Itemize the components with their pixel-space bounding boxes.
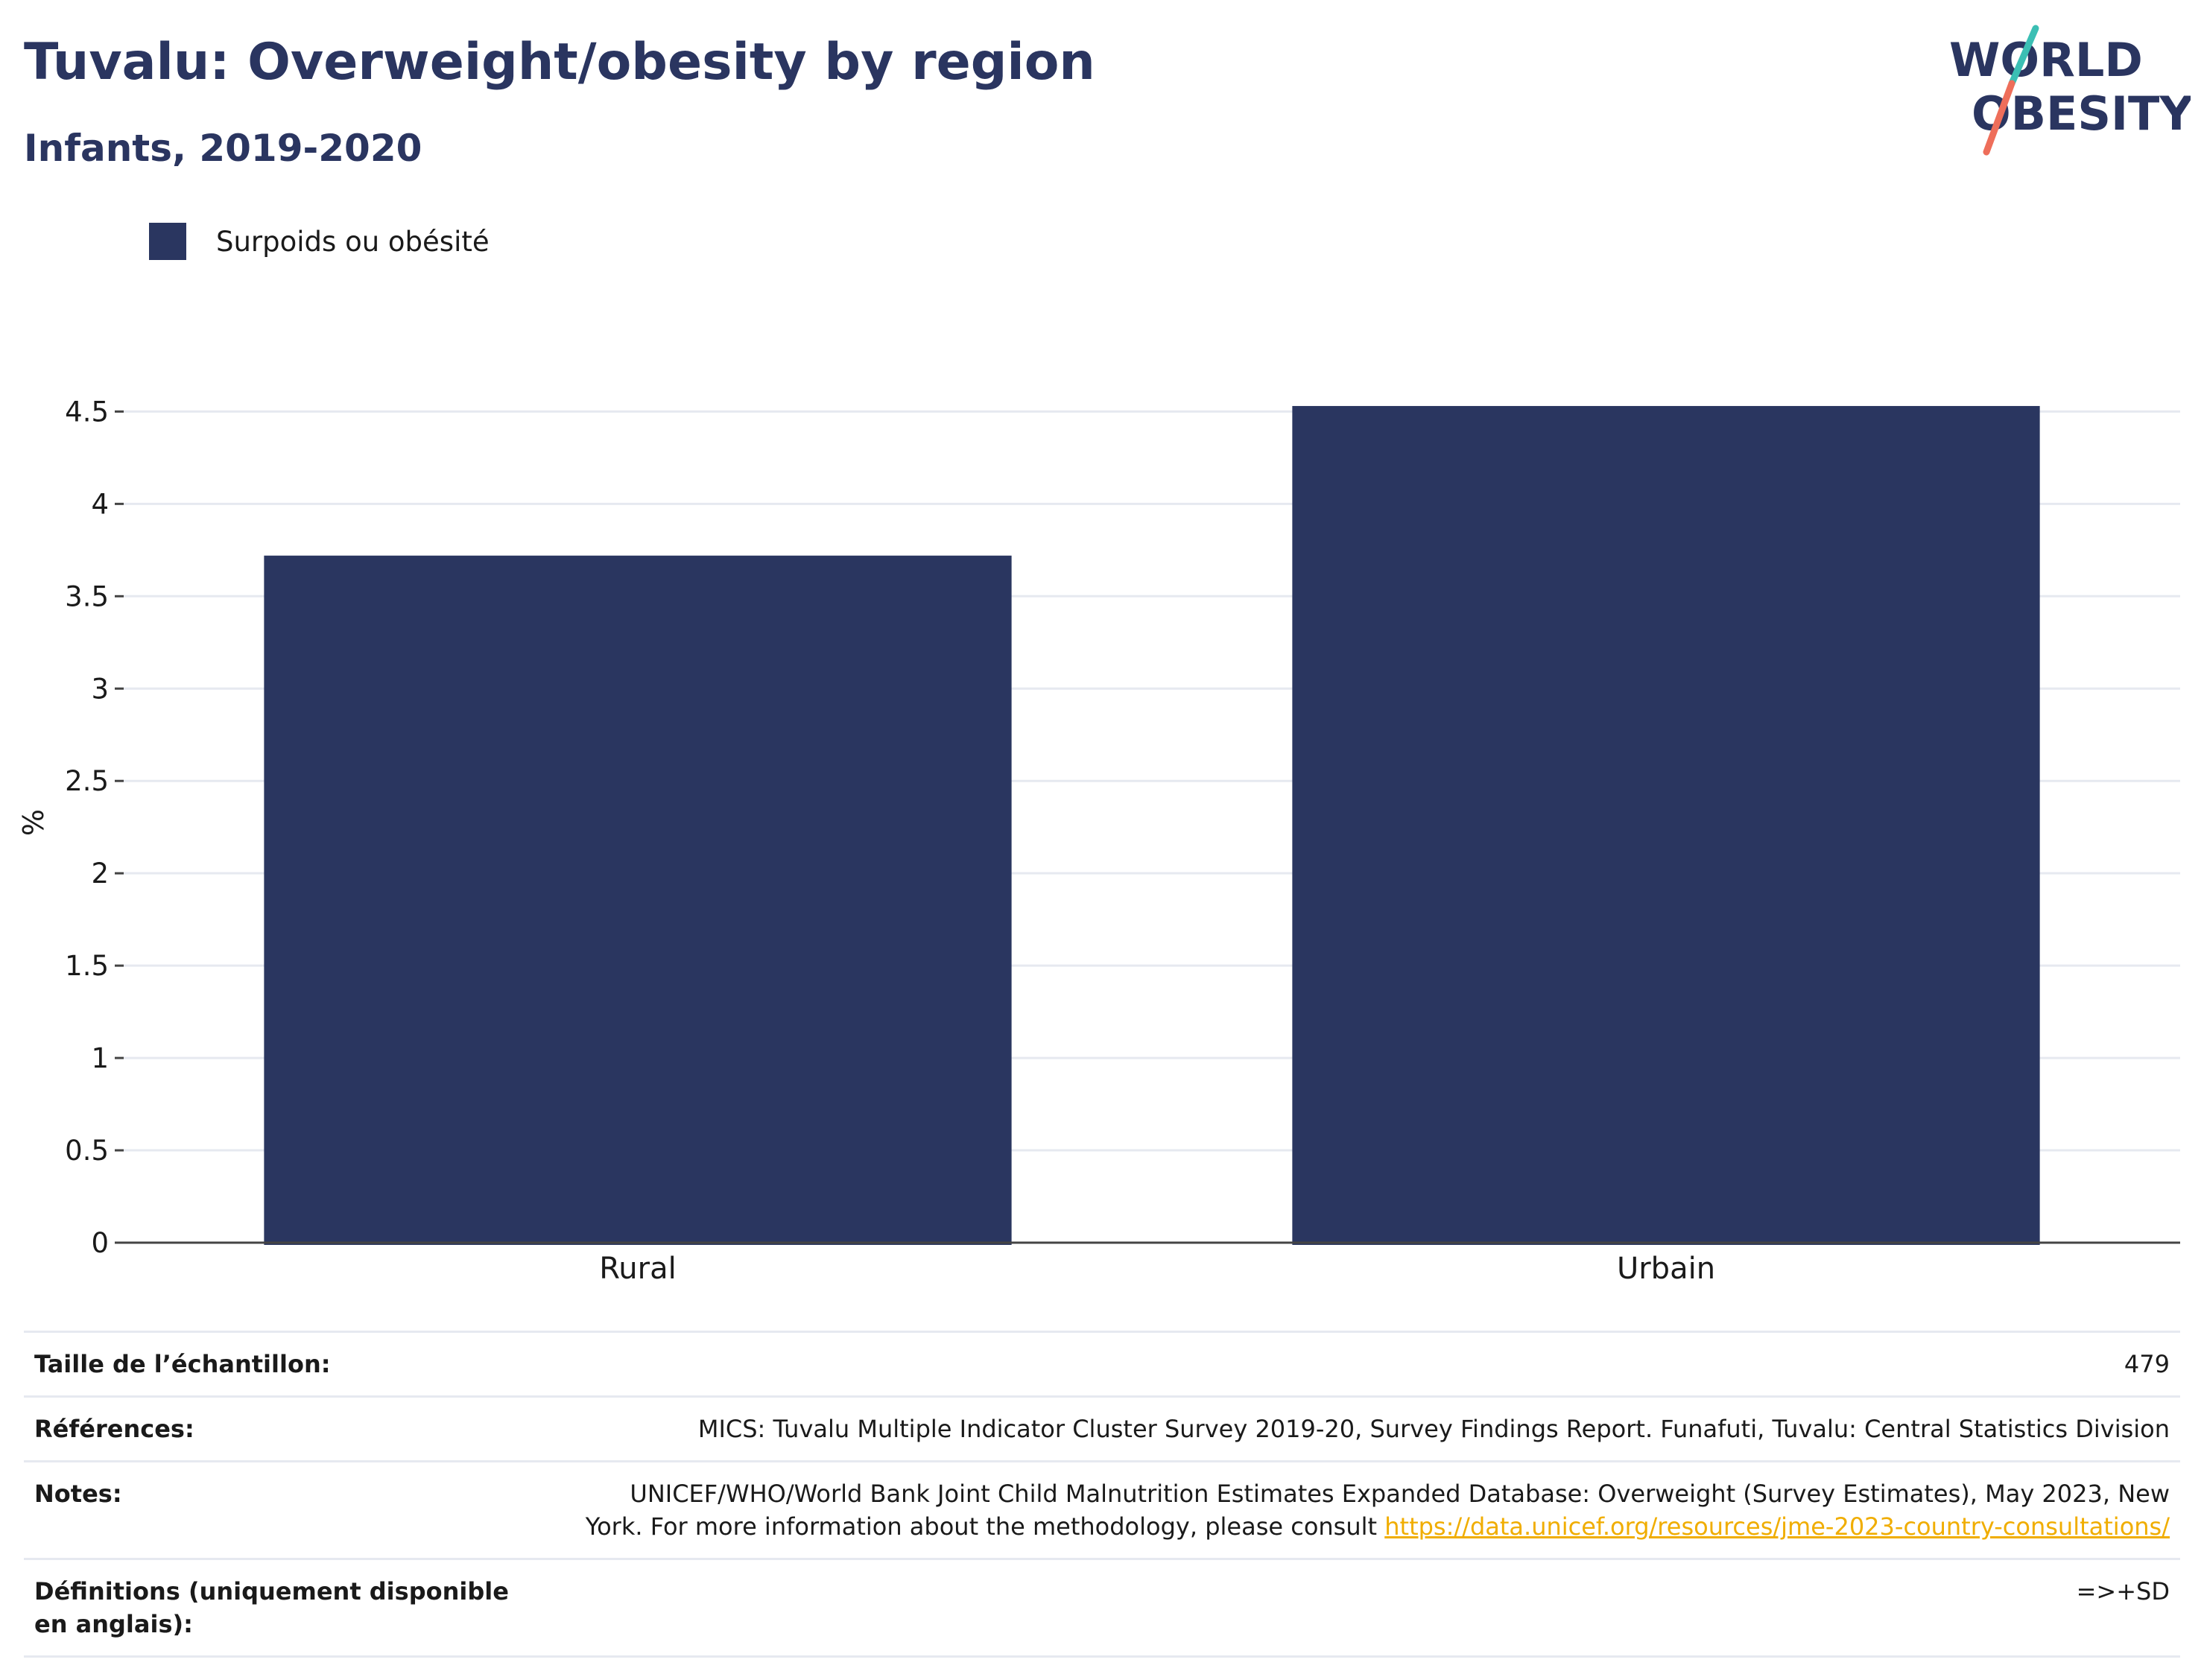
chart-title: Tuvalu: Overweight/obesity by region [24,33,1095,92]
meta-value: UNICEF/WHO/World Bank Joint Child Malnut… [551,1460,2180,1559]
y-tick-label: 3.5 [65,580,109,612]
y-tick-label: 2 [91,858,109,890]
bars [264,405,2040,1245]
bar-urbain [1292,405,2040,1245]
logo-coral-stroke [1983,80,2015,156]
y-tick-label: 1 [91,1042,109,1074]
notes-text-line2: York. For more information about the met… [585,1512,1385,1541]
meta-value: =>+SD [551,1558,2180,1658]
meta-value: MICS: Tuvalu Multiple Indicator Cluster … [551,1395,2180,1462]
logo-text-world: WORLD [1949,33,2143,87]
metadata-table: Taille de l’échantillon: 479 Références:… [24,1331,2180,1658]
y-tick-label: 4.5 [65,396,109,428]
y-tick-label: 0 [91,1227,109,1259]
meta-label: Références: [24,1395,551,1462]
bar-chart: 0 0.5 1 1.5 2 2.5 3 3.5 4 4.5 Rural Urbain % [17,396,2180,1286]
meta-row-definitions: Définitions (uniquement disponible en an… [24,1558,2180,1658]
x-axis-ticks: Rural Urbain [599,1252,1715,1286]
meta-row-sample-size: Taille de l’échantillon: 479 [24,1331,2180,1397]
meta-label: Taille de l’échantillon: [24,1331,551,1397]
y-axis-label: % [17,809,50,836]
legend-swatch [149,223,186,260]
x-tick-label: Urbain [1617,1252,1715,1286]
meta-value: 479 [551,1331,2180,1397]
legend-label: Surpoids ou obésité [216,225,490,258]
y-tick-label: 3 [91,673,109,705]
legend: Surpoids ou obésité [149,222,490,261]
notes-text-line1: UNICEF/WHO/World Bank Joint Child Malnut… [630,1480,2170,1508]
y-tick-label: 0.5 [65,1135,109,1167]
x-tick-label: Rural [599,1252,676,1286]
meta-label: Notes: [24,1460,551,1559]
world-obesity-logo: WORLD OBESITY [1949,25,2191,156]
y-axis-ticks: 0 0.5 1 1.5 2 2.5 3 3.5 4 4.5 [65,396,124,1259]
meta-row-references: Références: MICS: Tuvalu Multiple Indica… [24,1395,2180,1462]
y-tick-label: 1.5 [65,950,109,982]
meta-label: Définitions (uniquement disponible en an… [24,1558,551,1658]
chart-subtitle: Infants, 2019-2020 [24,127,422,170]
bar-rural [264,555,1012,1245]
logo-teal-stroke [2008,25,2039,87]
y-tick-label: 2.5 [65,765,109,797]
y-tick-label: 4 [91,488,109,520]
meta-row-notes: Notes: UNICEF/WHO/World Bank Joint Child… [24,1460,2180,1559]
methodology-link[interactable]: https://data.unicef.org/resources/jme-20… [1384,1512,2170,1541]
